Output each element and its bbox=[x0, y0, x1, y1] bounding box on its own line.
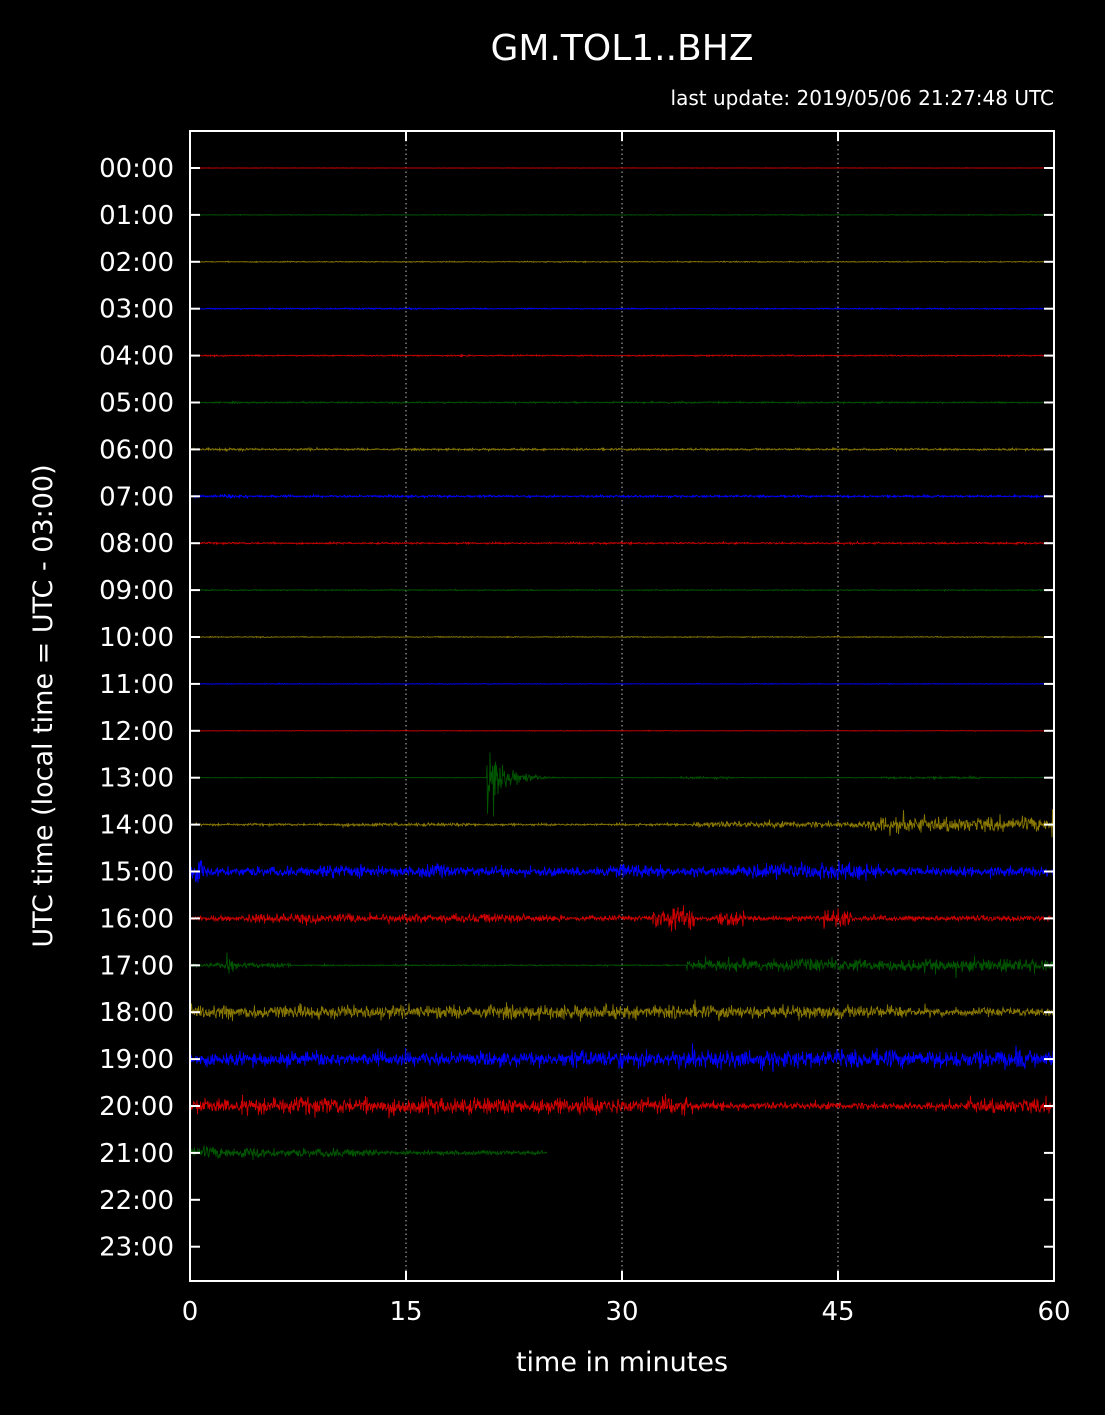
trace-2000 bbox=[190, 1094, 1054, 1118]
x-tick-label: 0 bbox=[182, 1297, 199, 1327]
y-tick-label: 19:00 bbox=[99, 1045, 174, 1075]
y-tick-label: 04:00 bbox=[99, 342, 174, 372]
trace-1200 bbox=[190, 730, 1054, 731]
trace-0100 bbox=[190, 214, 1054, 215]
trace-1100 bbox=[190, 683, 1054, 684]
x-tick-label: 15 bbox=[389, 1297, 422, 1327]
y-tick-label: 16:00 bbox=[99, 904, 174, 934]
x-tick-label: 60 bbox=[1037, 1297, 1070, 1327]
y-tick-label: 10:00 bbox=[99, 623, 174, 653]
trace-2100 bbox=[190, 1145, 547, 1160]
y-tick-label: 13:00 bbox=[99, 764, 174, 794]
y-tick-label: 07:00 bbox=[99, 482, 174, 512]
trace-1000 bbox=[190, 636, 1054, 638]
y-tick-label: 11:00 bbox=[99, 670, 174, 700]
y-tick-label: 12:00 bbox=[99, 717, 174, 747]
y-tick-label: 23:00 bbox=[99, 1233, 174, 1263]
y-tick-label: 14:00 bbox=[99, 811, 174, 841]
y-tick-label: 20:00 bbox=[99, 1092, 174, 1122]
y-tick-label: 22:00 bbox=[99, 1186, 174, 1216]
x-tick-label: 30 bbox=[605, 1297, 638, 1327]
trace-0600 bbox=[190, 447, 1054, 451]
y-tick-label: 00:00 bbox=[99, 154, 174, 184]
y-tick-label: 09:00 bbox=[99, 576, 174, 606]
x-tick-label: 45 bbox=[821, 1297, 854, 1327]
y-tick-label: 18:00 bbox=[99, 998, 174, 1028]
y-tick-label: 08:00 bbox=[99, 529, 174, 559]
y-tick-label: 17:00 bbox=[99, 951, 174, 981]
trace-1500 bbox=[190, 860, 1054, 883]
y-tick-label: 15:00 bbox=[99, 858, 174, 888]
y-tick-label: 06:00 bbox=[99, 435, 174, 465]
y-tick-label: 02:00 bbox=[99, 248, 174, 278]
x-axis-label: time in minutes bbox=[516, 1347, 728, 1378]
chart-subtitle: last update: 2019/05/06 21:27:48 UTC bbox=[671, 86, 1054, 110]
trace-1700 bbox=[190, 953, 1054, 978]
y-axis-label: UTC time (local time = UTC - 03:00) bbox=[28, 464, 59, 947]
chart-title: GM.TOL1..BHZ bbox=[490, 28, 753, 69]
trace-0000 bbox=[190, 168, 1054, 169]
trace-0700 bbox=[190, 494, 1054, 498]
y-tick-label: 03:00 bbox=[99, 295, 174, 325]
y-tick-label: 21:00 bbox=[99, 1139, 174, 1169]
y-tick-label: 01:00 bbox=[99, 201, 174, 231]
y-tick-label: 05:00 bbox=[99, 389, 174, 419]
trace-0200 bbox=[190, 261, 1054, 263]
trace-0800 bbox=[190, 542, 1054, 545]
